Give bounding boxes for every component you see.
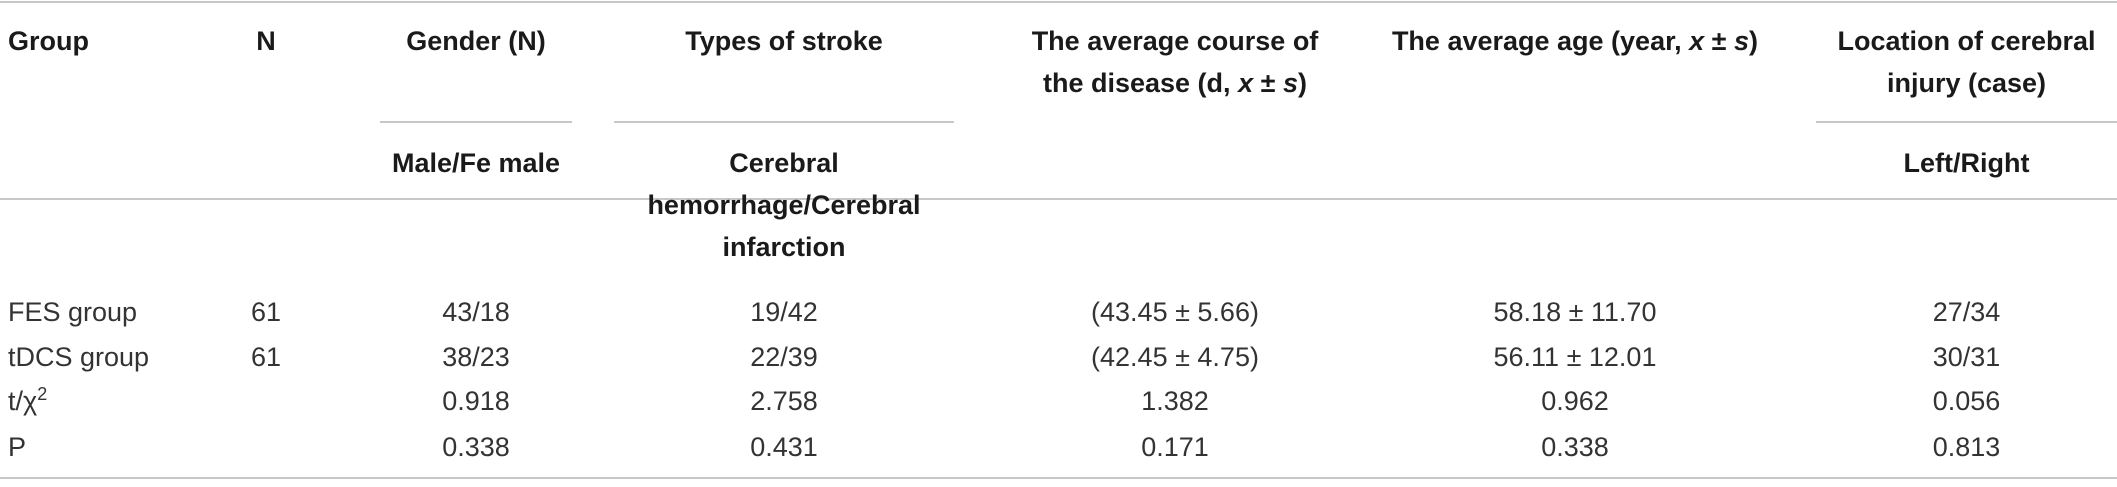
cell-group: tDCS group: [8, 342, 150, 372]
header-bottom-rule: [0, 198, 2117, 200]
header-course-line2: the disease (d, x ± s): [1042, 68, 1307, 98]
header-location-line2: injury (case): [1886, 68, 2047, 98]
subheader-stroke-line2: hemorrhage/Cerebral: [647, 190, 921, 220]
cell-course: 1.382: [1141, 386, 1209, 416]
cell-age: 56.11 ± 12.01: [1493, 342, 1657, 372]
table-bottom-rule: [0, 477, 2117, 479]
header-age: The average age (year, x ± s): [1391, 26, 1759, 56]
cell-course: (42.45 ± 4.75): [1091, 342, 1259, 372]
cell-age: 0.338: [1541, 432, 1609, 462]
cell-stroke: 2.758: [750, 386, 818, 416]
header-n: N: [256, 26, 276, 56]
gender-group-rule: [380, 121, 572, 123]
cell-location: 0.813: [1932, 432, 2001, 462]
table-top-rule: [0, 1, 2117, 3]
cell-group: FES group: [8, 297, 138, 327]
cell-group: P: [8, 432, 27, 462]
subheader-location: Left/Right: [1903, 148, 2030, 178]
header-course: The average course of the disease (d, x …: [990, 20, 1360, 104]
cell-group: t/χ2: [8, 384, 48, 416]
cell-stroke: 0.431: [750, 432, 818, 462]
superscript: 2: [37, 384, 48, 404]
subheader-stroke-line3: infarction: [722, 232, 846, 262]
cell-gender: 0.338: [442, 432, 510, 462]
cell-age: 0.962: [1541, 386, 1609, 416]
header-group: Group: [8, 26, 89, 56]
location-group-rule: [1816, 121, 2117, 123]
header-gender: Gender (N): [406, 26, 546, 56]
subheader-stroke: Cerebral hemorrhage/Cerebral infarction: [614, 142, 954, 268]
header-location-line1: Location of cerebral: [1837, 26, 2096, 56]
cell-stroke: 22/39: [750, 342, 818, 372]
header-stroke-types: Types of stroke: [685, 26, 883, 56]
cell-location: 27/34: [1932, 297, 2001, 327]
cell-age: 58.18 ± 11.70: [1493, 297, 1657, 327]
stroke-group-rule: [614, 121, 954, 123]
cell-location: 30/31: [1932, 342, 2001, 372]
subheader-gender: Male/Fe male: [391, 148, 561, 178]
subheader-stroke-line1: Cerebral: [729, 148, 839, 178]
cell-stroke: 19/42: [750, 297, 818, 327]
cell-location: 0.056: [1932, 386, 2001, 416]
header-location: Location of cerebral injury (case): [1816, 20, 2117, 104]
cell-course: 0.171: [1141, 432, 1209, 462]
cell-gender: 38/23: [442, 342, 510, 372]
header-course-line1: The average course of: [1031, 26, 1319, 56]
cell-gender: 0.918: [442, 386, 510, 416]
cell-course: (43.45 ± 5.66): [1091, 297, 1259, 327]
cell-gender: 43/18: [442, 297, 510, 327]
cell-n: 61: [250, 342, 282, 372]
cell-n: 61: [250, 297, 282, 327]
